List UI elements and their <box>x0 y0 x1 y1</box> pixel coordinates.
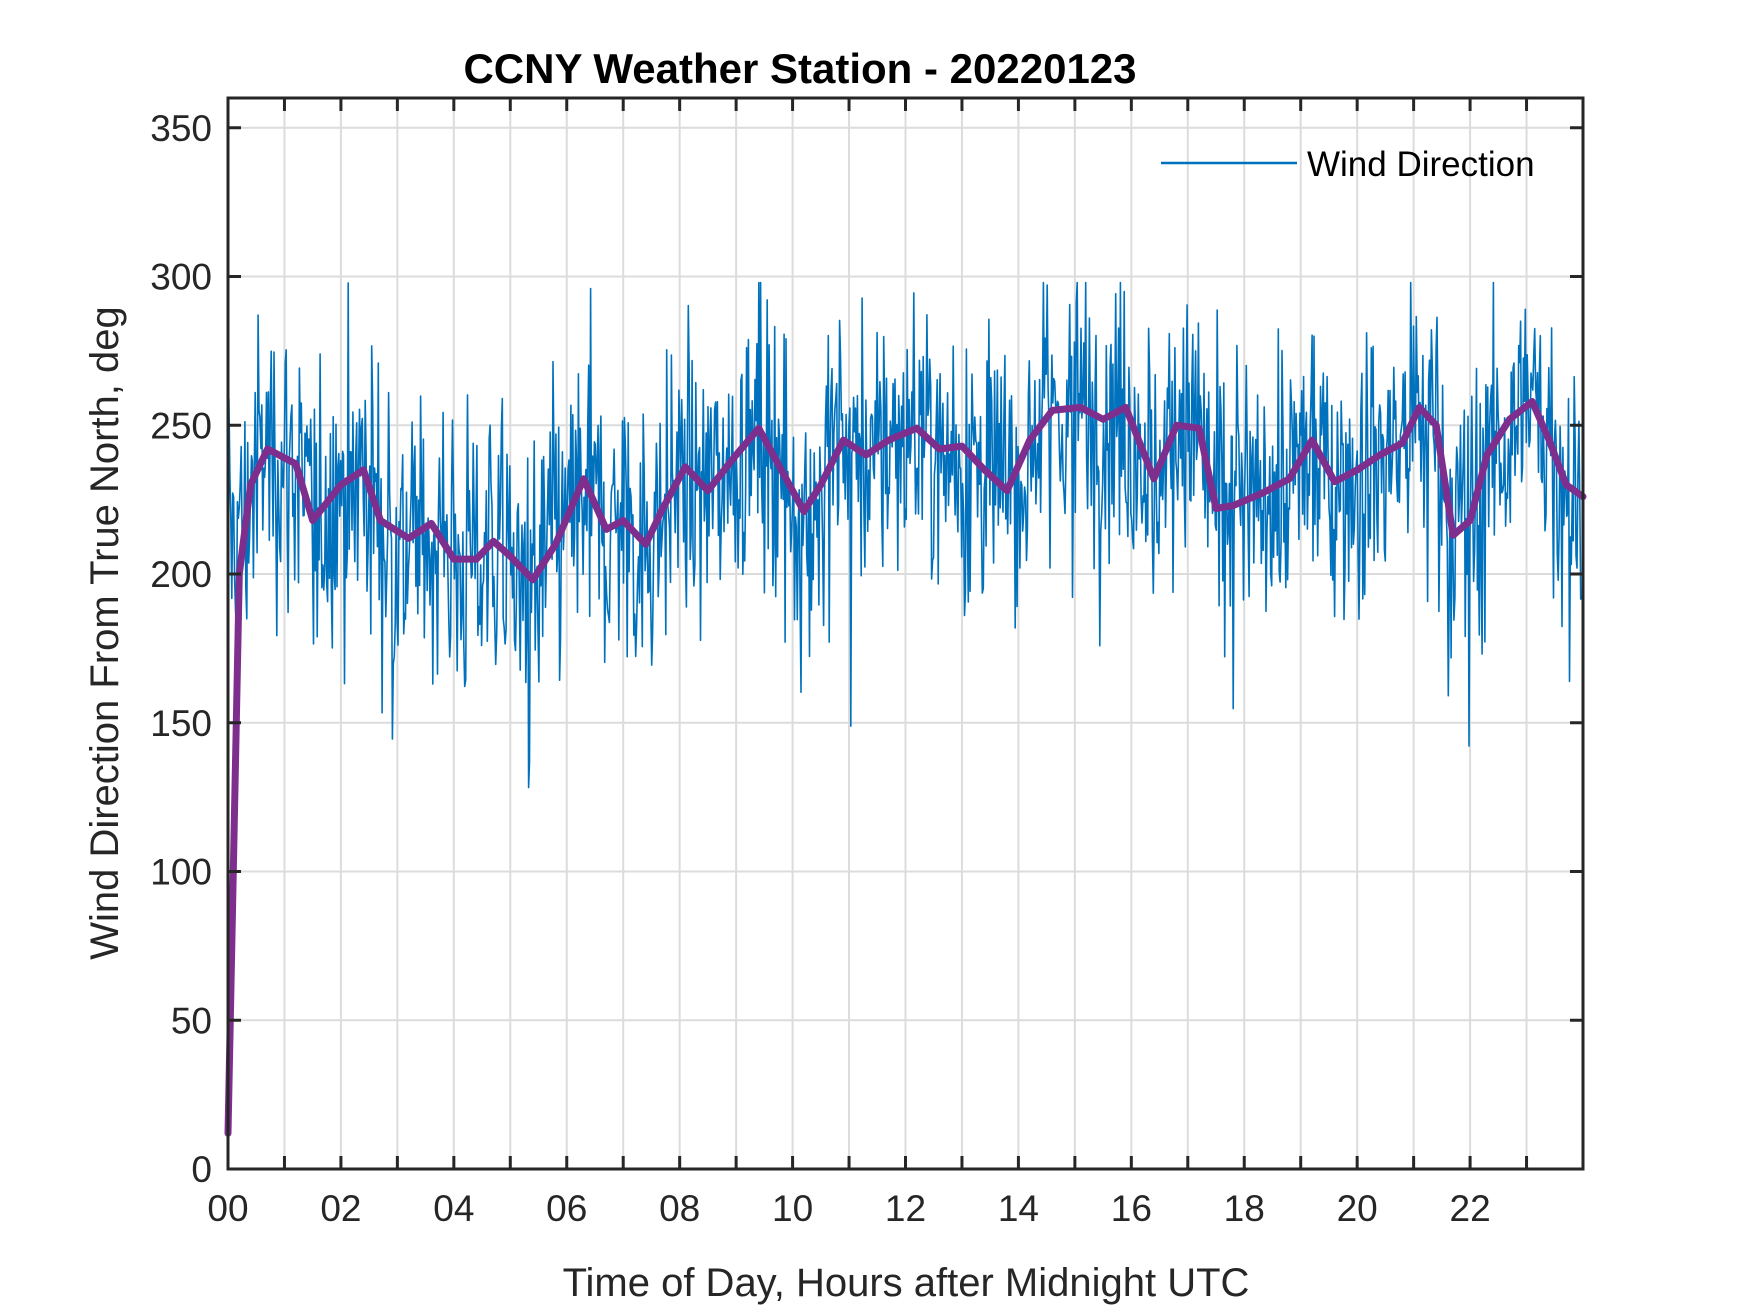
y-tick-label: 150 <box>150 703 212 744</box>
x-axis-label: Time of Day, Hours after Midnight UTC <box>563 1261 1250 1305</box>
x-tick-label: 02 <box>320 1188 361 1229</box>
y-tick-label: 100 <box>150 852 212 893</box>
y-tick-label: 250 <box>150 405 212 446</box>
series-moving-average <box>224 398 1587 1137</box>
ticks <box>226 98 1583 1171</box>
series-wind-direction <box>227 281 1582 789</box>
moving-average-line <box>224 398 1587 1137</box>
x-tick-label: 20 <box>1337 1188 1378 1229</box>
x-tick-label: 14 <box>998 1188 1039 1229</box>
wind-direction-line <box>227 281 1582 789</box>
x-tick-label: 04 <box>433 1188 474 1229</box>
y-tick-label: 50 <box>171 1000 212 1041</box>
x-tick-label: 06 <box>546 1188 587 1229</box>
x-tick-label: 08 <box>659 1188 700 1229</box>
y-tick-label: 300 <box>150 257 212 298</box>
y-tick-label: 0 <box>191 1149 212 1190</box>
y-tick-label: 350 <box>150 108 212 149</box>
x-tick-label: 12 <box>885 1188 926 1229</box>
x-tick-label: 22 <box>1450 1188 1491 1229</box>
x-tick-label: 18 <box>1224 1188 1265 1229</box>
legend[interactable]: Wind Direction <box>1161 145 1535 184</box>
x-tick-label: 10 <box>772 1188 813 1229</box>
tick-labels: 00 02 04 06 08 10 12 14 16 18 20 22 0 50 100 150 200 250 3… <box>150 108 1490 1229</box>
chart-title: CCNY Weather Station - 20220123 <box>463 45 1136 92</box>
y-axis-label: Wind Direction From True North, deg <box>83 306 127 960</box>
legend-entry-wind-direction: Wind Direction <box>1307 145 1535 184</box>
x-tick-label: 16 <box>1111 1188 1152 1229</box>
x-tick-label: 00 <box>207 1188 248 1229</box>
y-tick-label: 200 <box>150 554 212 595</box>
